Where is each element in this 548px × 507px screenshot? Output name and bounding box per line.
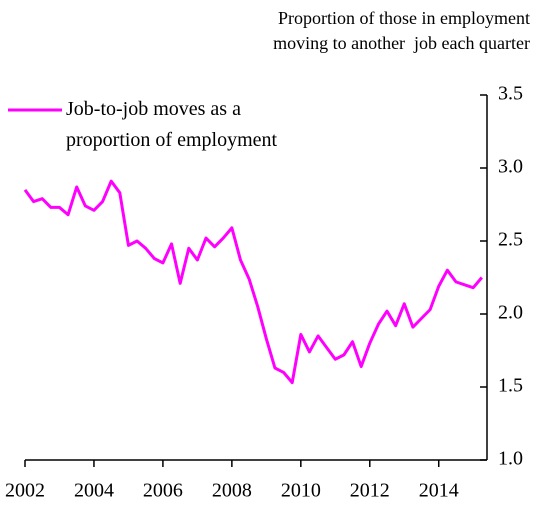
x-tick-label: 2004 [74, 480, 114, 502]
x-tick-label: 2012 [350, 480, 390, 502]
x-tick-label: 2006 [143, 480, 183, 502]
legend-label: Job-to-job moves as a proportion of empl… [66, 98, 278, 151]
chart-title: moving to another job each quarter [273, 33, 530, 53]
y-tick-label: 3.0 [498, 156, 523, 178]
y-tick-label: 1.0 [498, 448, 523, 470]
x-tick-label: 2008 [212, 480, 252, 502]
chart-title: Proportion of those in employment [278, 8, 530, 28]
y-tick-label: 2.5 [498, 229, 523, 251]
y-tick-label: 1.5 [498, 375, 523, 397]
x-tick-label: 2014 [419, 480, 459, 502]
y-tick-label: 3.5 [498, 83, 523, 105]
data-line [23, 179, 483, 385]
y-tick-label: 2.0 [498, 302, 523, 324]
x-tick-label: 2002 [5, 480, 45, 502]
x-tick-label: 2010 [281, 480, 321, 502]
